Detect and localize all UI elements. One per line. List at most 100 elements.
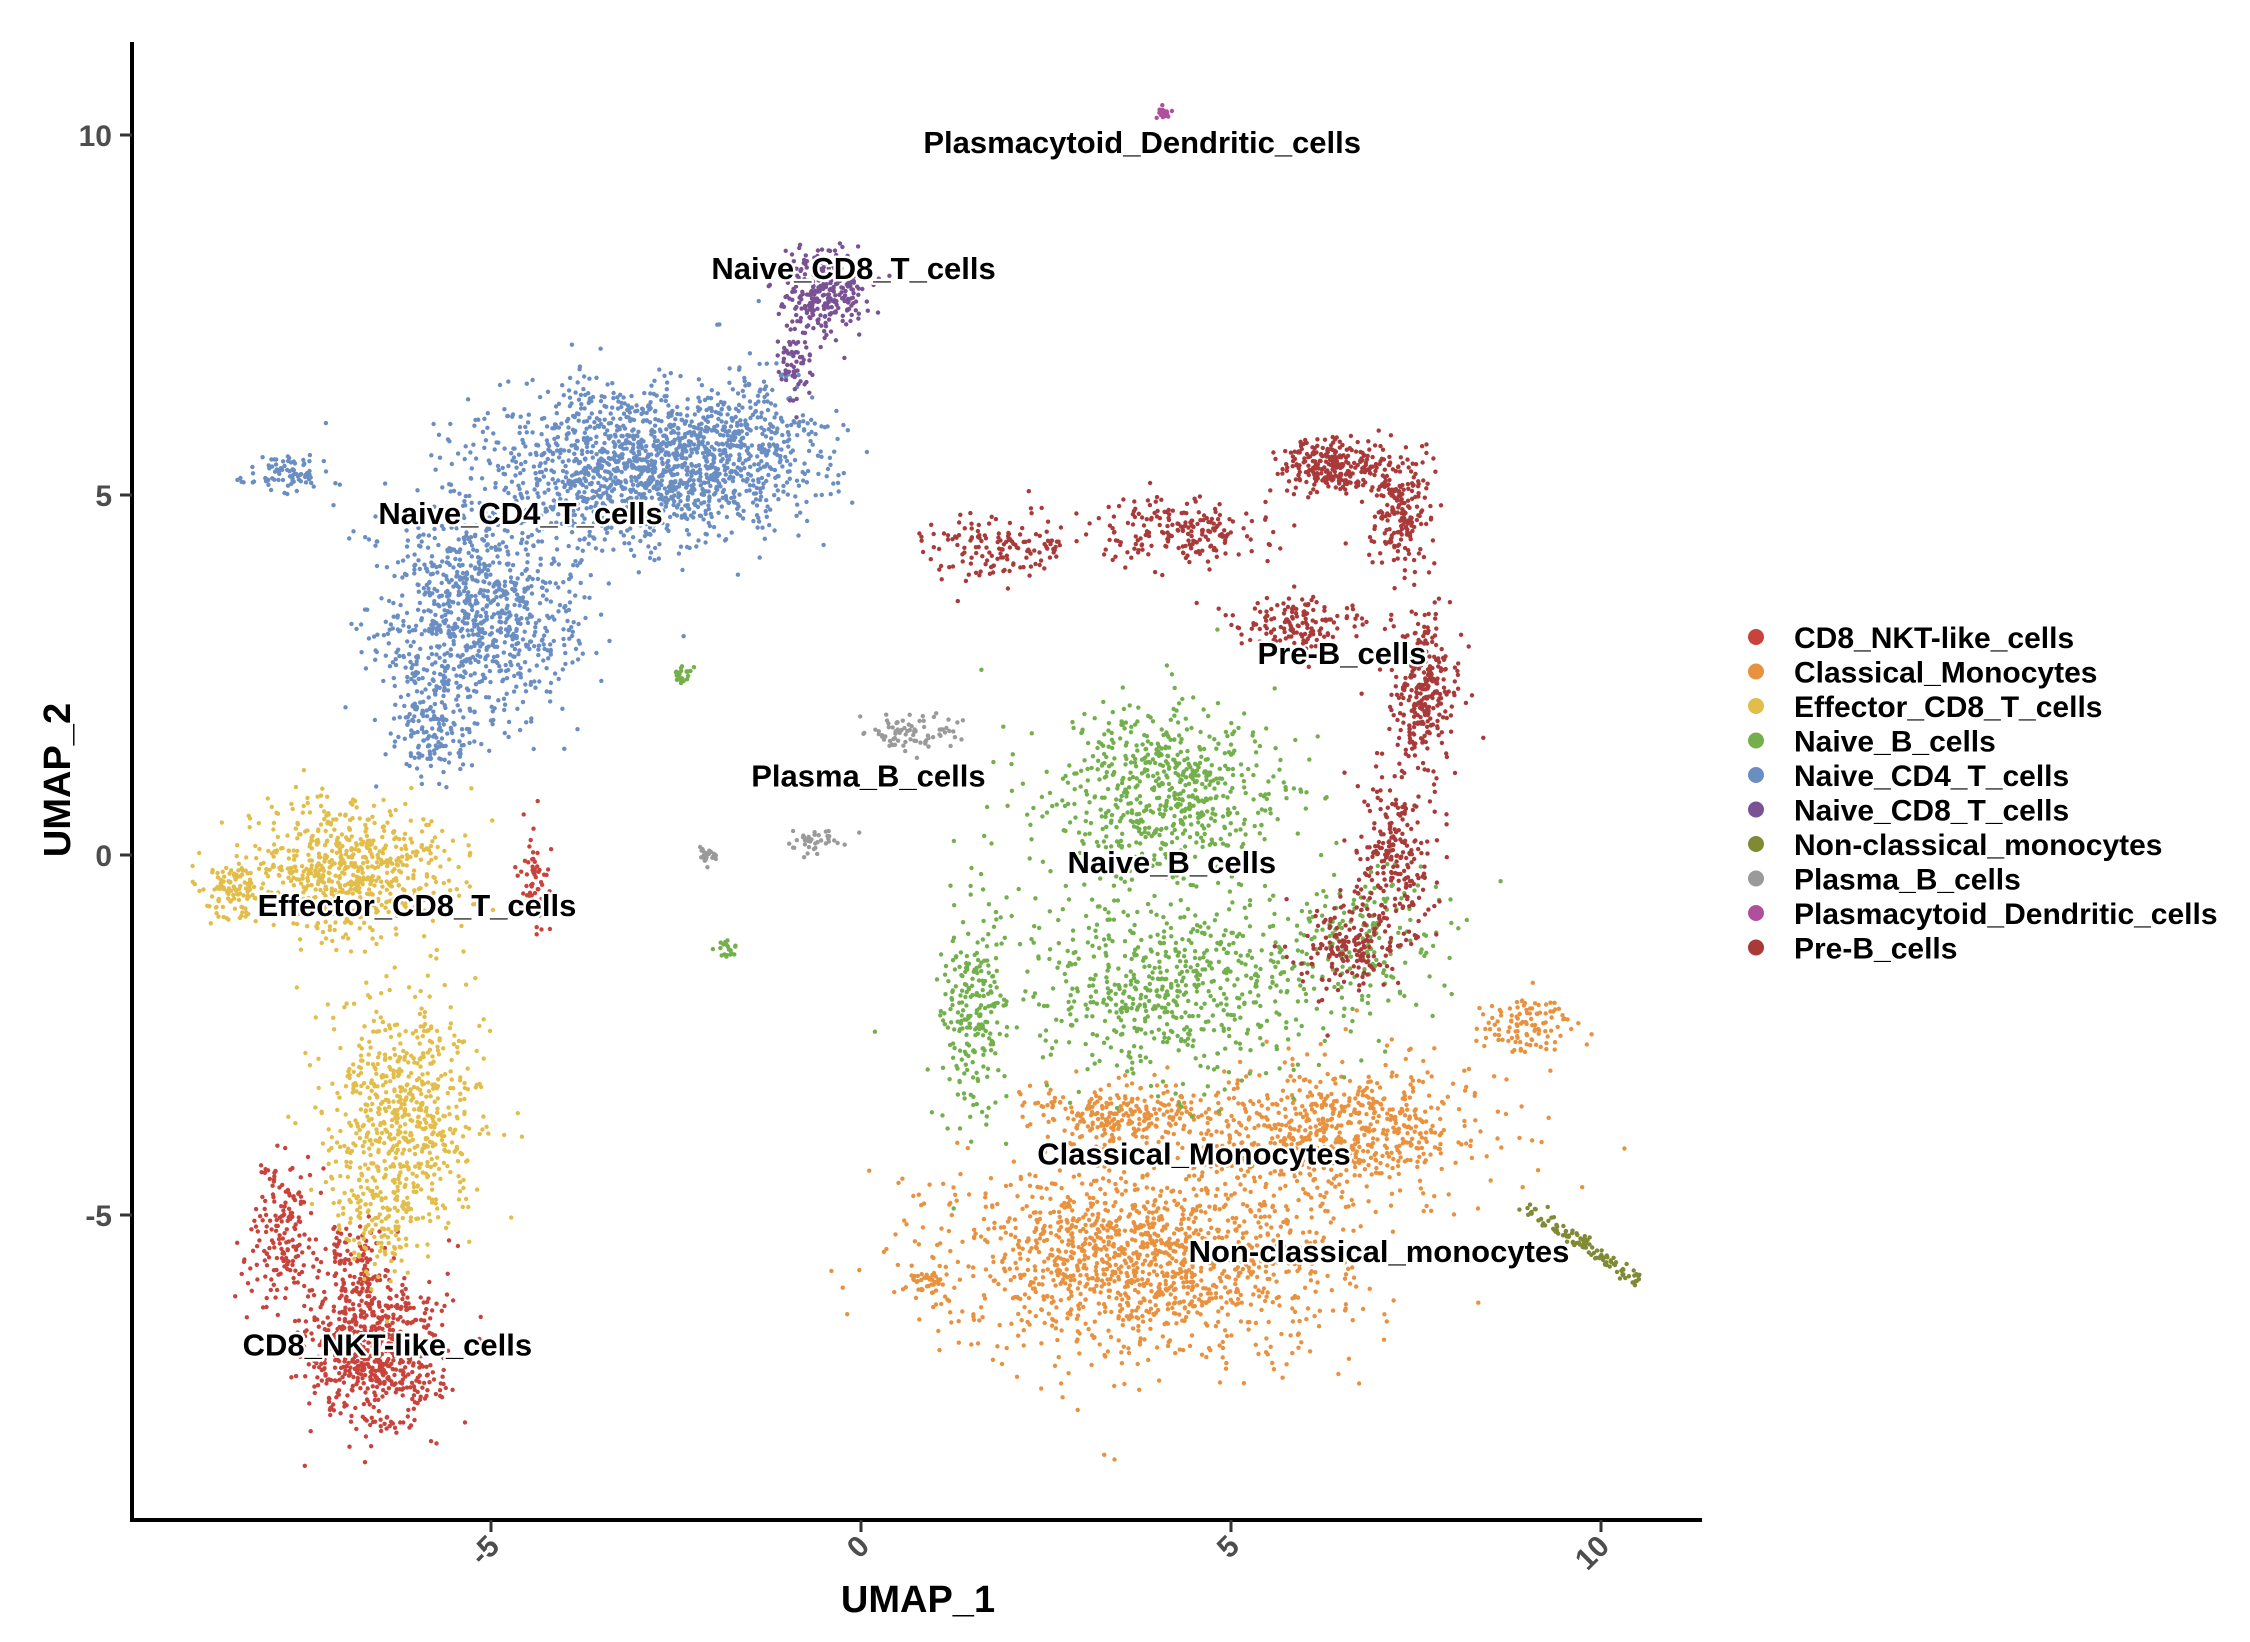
data-point [1325, 1273, 1330, 1279]
data-point [290, 1237, 295, 1243]
data-point [1238, 1319, 1244, 1324]
data-point [1099, 1112, 1105, 1118]
data-point [1206, 1128, 1211, 1133]
data-point [396, 883, 401, 888]
data-point [351, 1069, 356, 1075]
data-point [395, 1184, 400, 1190]
data-point [362, 1460, 368, 1465]
data-point [415, 1035, 420, 1040]
data-point [337, 1316, 342, 1322]
data-point [419, 1101, 425, 1106]
data-point [451, 1130, 456, 1136]
data-point [411, 1184, 417, 1190]
data-point [339, 832, 345, 837]
data-point [481, 1114, 486, 1119]
data-point [1163, 1083, 1169, 1089]
data-point [414, 849, 419, 854]
data-point [1257, 1294, 1262, 1299]
data-point [388, 1026, 393, 1031]
data-point [1329, 1124, 1335, 1129]
data-point [380, 1394, 385, 1399]
data-point [1380, 1153, 1385, 1159]
data-point [349, 1188, 354, 1193]
data-point [1172, 1198, 1177, 1204]
data-point [376, 1274, 381, 1280]
data-point [1225, 1124, 1231, 1129]
data-point [347, 1298, 352, 1304]
data-point [1189, 1106, 1194, 1112]
data-point [1133, 1238, 1138, 1243]
series-Classical_Monocytes [829, 980, 1627, 1462]
data-point [1177, 1189, 1183, 1195]
data-point [1225, 1196, 1231, 1201]
data-point [1244, 1126, 1249, 1131]
data-point [348, 1365, 353, 1370]
data-point [410, 1363, 416, 1368]
data-point [411, 1189, 416, 1194]
data-point [348, 949, 354, 954]
data-point [937, 1347, 942, 1353]
data-point [415, 1183, 420, 1188]
data-point [1042, 1320, 1047, 1326]
data-point [948, 1248, 953, 1254]
data-point [260, 1305, 266, 1310]
data-point [263, 1212, 269, 1218]
data-point [435, 1106, 440, 1112]
data-point [1152, 1106, 1157, 1112]
data-point [364, 980, 369, 985]
data-point [307, 1063, 313, 1068]
data-point [262, 1206, 267, 1212]
data-point [1263, 1269, 1269, 1274]
data-point [960, 1239, 965, 1245]
data-point [394, 1430, 399, 1435]
data-point [1270, 1360, 1275, 1366]
data-point [1189, 1333, 1195, 1338]
data-point [1097, 1311, 1102, 1316]
data-point [1232, 1191, 1237, 1196]
data-point [410, 1137, 415, 1142]
data-point [983, 1191, 988, 1196]
data-point [1143, 1230, 1148, 1236]
data-point [1290, 1306, 1295, 1311]
data-point [291, 1275, 296, 1281]
data-point [1351, 1228, 1356, 1233]
data-point [367, 1138, 372, 1143]
data-point [303, 1374, 308, 1379]
data-point [1304, 1118, 1309, 1124]
data-point [1504, 1077, 1509, 1082]
data-point [333, 1282, 339, 1287]
data-point [1125, 1284, 1131, 1289]
data-point [307, 810, 313, 815]
data-point [382, 1421, 387, 1427]
data-point [1384, 1136, 1390, 1142]
data-point [530, 864, 535, 869]
data-point [1424, 1203, 1429, 1209]
data-point [396, 1237, 401, 1242]
data-point [1095, 1099, 1100, 1104]
data-point [216, 899, 221, 904]
data-point [426, 1195, 432, 1200]
data-point [350, 1281, 356, 1287]
data-point [362, 1335, 367, 1340]
data-point [387, 1055, 393, 1061]
data-point [1397, 1143, 1402, 1149]
data-point [378, 1428, 384, 1434]
data-point [1423, 1109, 1428, 1114]
data-point [368, 1444, 374, 1449]
data-point [1058, 1099, 1063, 1105]
data-point [434, 956, 439, 961]
data-point [519, 869, 524, 874]
data-point [1112, 1383, 1117, 1389]
data-point [1316, 1117, 1321, 1123]
data-point [1056, 1220, 1061, 1225]
data-point [1065, 1258, 1070, 1263]
data-point [392, 1372, 397, 1378]
data-point [353, 1118, 358, 1123]
data-point [367, 1257, 373, 1262]
data-point [372, 1234, 377, 1240]
data-point [284, 1262, 290, 1267]
data-point [372, 1419, 378, 1424]
data-point [1212, 1204, 1218, 1209]
data-point [1551, 1009, 1556, 1014]
data-point [370, 1340, 375, 1346]
